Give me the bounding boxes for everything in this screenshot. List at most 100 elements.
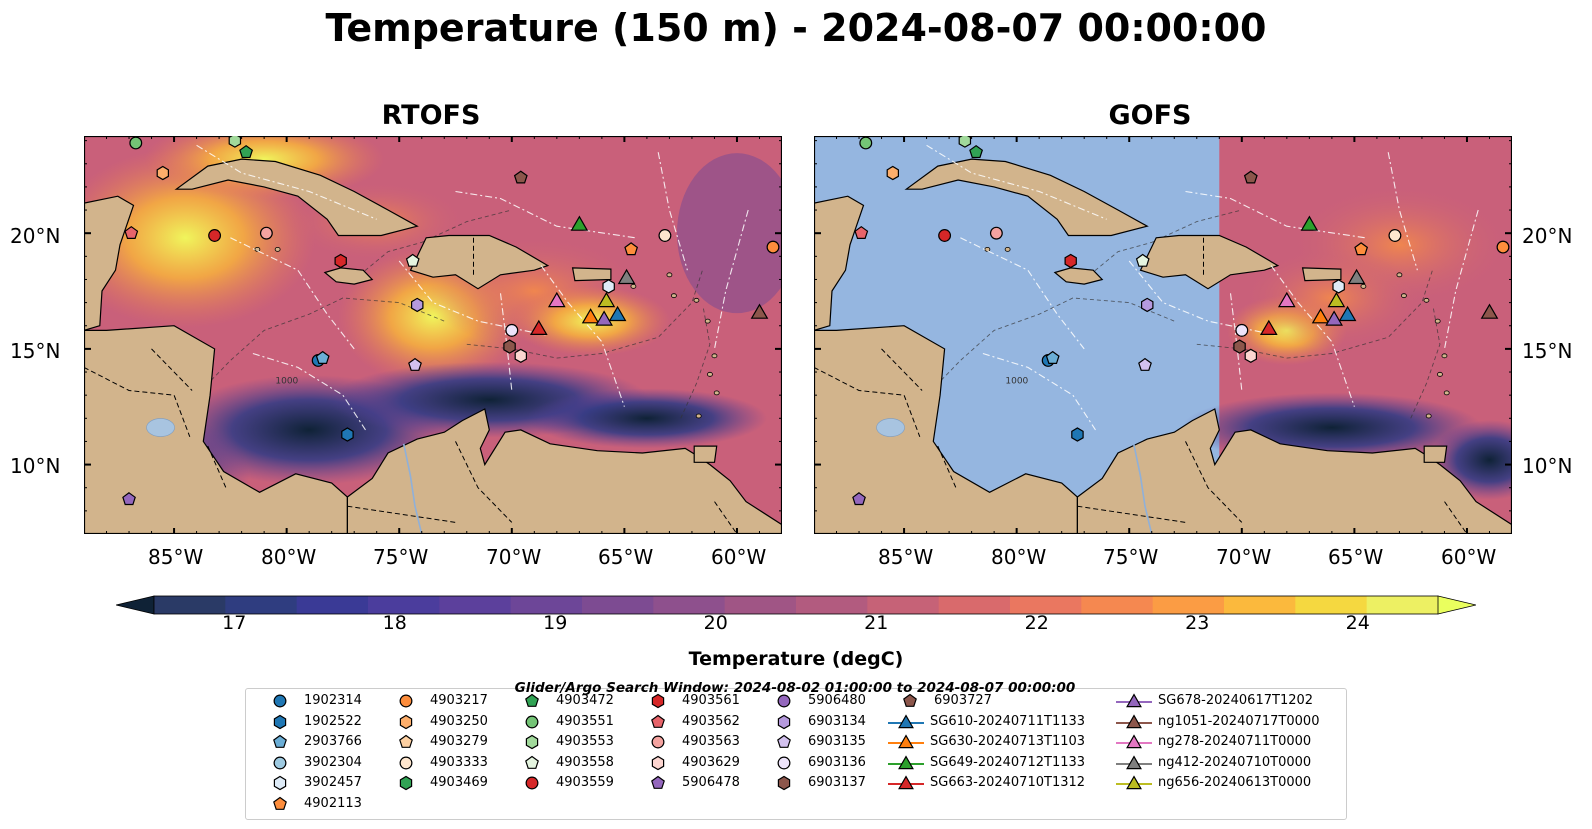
river <box>1132 443 1153 534</box>
argo-float-4903553 <box>958 136 972 148</box>
colorbar-tick-label: 17 <box>222 612 247 634</box>
hexagon-marker-icon <box>399 776 413 791</box>
pentagon-marker-icon <box>525 755 539 769</box>
small-island <box>666 272 673 278</box>
argo-float-4903562 <box>124 225 139 240</box>
land-hispaniola <box>409 234 550 290</box>
hexagon-marker-icon <box>777 714 791 729</box>
pentagon-marker-icon <box>273 796 287 810</box>
legend-label: 4903472 <box>556 693 614 708</box>
glider-track-icon <box>888 775 924 790</box>
hexagon-marker-icon <box>651 693 665 709</box>
land <box>814 158 1512 534</box>
pentagon-marker-icon <box>777 734 791 749</box>
colorbar-segment <box>1366 596 1439 614</box>
map-frame <box>84 136 782 534</box>
glider-ng656-20240613T0000 <box>1327 291 1346 308</box>
circle-marker-icon <box>273 756 287 770</box>
map-frame <box>814 136 1512 534</box>
small-island <box>704 318 711 324</box>
legend-label: 4903469 <box>430 775 488 791</box>
legend-label: SG678-20240617T1202 <box>1158 693 1314 708</box>
land-trinidad <box>1423 445 1448 463</box>
pentagon-marker-icon <box>399 734 413 749</box>
colorbar-segment <box>582 596 654 614</box>
glider-track-icon <box>1116 775 1152 790</box>
argo-float-4902113 <box>624 242 639 256</box>
colorbar-segment <box>225 596 298 614</box>
colorbar-segment <box>938 596 1011 614</box>
panel-title-rtofs: RTOFS <box>381 100 481 131</box>
legend-label: ng1051-20240717T0000 <box>1158 713 1320 729</box>
bathymetry-label: 1000 <box>275 377 298 387</box>
cold-region <box>526 388 767 449</box>
circle-marker-icon <box>399 694 413 708</box>
circle-marker-icon <box>399 756 413 770</box>
small-island <box>1423 297 1430 303</box>
land-cuba <box>174 158 419 237</box>
small-island <box>1360 284 1367 289</box>
small-island <box>630 284 637 289</box>
lon-label-rtofs-70: 70°W <box>486 545 542 569</box>
argo-float-6903134 <box>1141 297 1154 313</box>
small-island <box>1437 371 1443 377</box>
map-panel-rtofs: 1000 <box>84 136 782 534</box>
lon-label-gofs-65: 65°W <box>1328 545 1384 569</box>
argo-float-5906478 <box>122 492 136 506</box>
legend-label: 4903563 <box>682 734 740 750</box>
land-trinidad <box>693 445 718 463</box>
glider-track-icon <box>888 755 924 769</box>
argo-float-6903136 <box>1235 323 1249 337</box>
legend-label: 5906478 <box>682 775 740 791</box>
pentagon-marker-icon <box>651 714 665 728</box>
land-puerto-rico <box>571 267 612 282</box>
triangle-marker-icon <box>898 734 914 749</box>
hexagon-marker-icon <box>399 714 413 729</box>
lon-label-rtofs-75: 75°W <box>373 545 429 569</box>
hexagon-marker-icon <box>273 776 287 791</box>
colorbar-segment <box>1081 596 1154 614</box>
circle-marker-icon <box>651 735 665 749</box>
land-yucatan <box>814 195 865 332</box>
glider-SG678-20240617T1202 <box>1325 310 1343 326</box>
glider-track-icon <box>1116 713 1152 728</box>
legend-label: 4903217 <box>430 693 488 708</box>
legend-label: 3902457 <box>304 775 362 791</box>
land-cuba <box>904 158 1149 237</box>
triangle-marker-icon <box>898 755 914 769</box>
circle-marker-icon <box>273 694 287 708</box>
bathymetry-label: 1000 <box>1005 377 1028 387</box>
legend-label: ng656-20240613T0000 <box>1158 775 1312 791</box>
argo-float-4903559 <box>938 229 952 242</box>
legend-label: 2903766 <box>304 734 362 750</box>
glider-SG649-20240712T1133 <box>1300 215 1319 231</box>
glider-ng412-20240710T0000 <box>617 268 636 285</box>
glider-ng1051-20240717T0000 <box>1480 303 1499 319</box>
legend-label: 6903137 <box>808 775 866 791</box>
country-borders <box>84 237 738 534</box>
hexagon-marker-icon <box>777 714 791 729</box>
glider-track-icon <box>888 713 924 728</box>
figure-title: Temperature (150 m) - 2024-08-07 00:00:0… <box>325 6 1267 50</box>
legend: 1902314 1902522 2903766 3902304 3902457 49021… <box>245 688 1347 820</box>
small-island <box>984 246 991 252</box>
land-south-america <box>346 408 782 534</box>
circle-marker-icon <box>399 694 413 708</box>
argo-float-4903472 <box>239 144 254 159</box>
colorbar-tick-label: 18 <box>382 612 407 634</box>
lake-nicaragua <box>876 418 905 437</box>
triangle-marker-icon <box>1126 693 1142 708</box>
glider-ng412-20240710T0000 <box>1347 268 1366 285</box>
argo-float-4903250 <box>886 165 900 181</box>
argo-float-6903135 <box>408 357 422 371</box>
legend-label: 4902113 <box>304 796 362 811</box>
argo-float-4902113 <box>1354 242 1369 256</box>
small-island <box>1441 353 1448 359</box>
legend-label: 6903136 <box>808 754 866 770</box>
hexagon-marker-icon <box>777 776 791 791</box>
colorbar-segment <box>439 596 512 614</box>
small-island <box>1425 413 1432 419</box>
argo-float-4903472 <box>969 144 984 159</box>
colorbar-tick-label: 24 <box>1345 612 1370 634</box>
circle-marker-icon <box>525 776 539 790</box>
